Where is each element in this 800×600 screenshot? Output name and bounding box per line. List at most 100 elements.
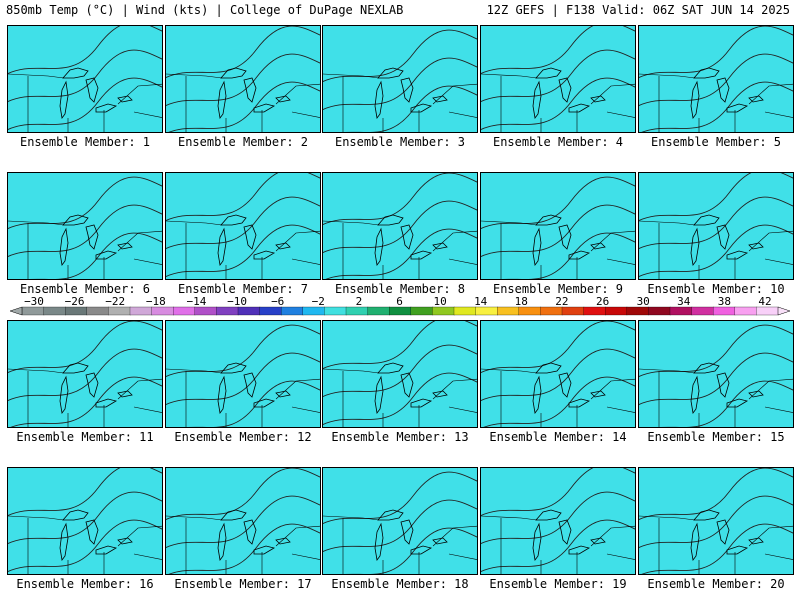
height-contour — [639, 26, 793, 79]
boundary-line — [639, 73, 696, 79]
ensemble-member-label: Ensemble Member: 4 — [492, 135, 624, 149]
lake-outline — [377, 67, 404, 79]
temperature-band — [481, 173, 635, 279]
height-contour — [639, 352, 793, 406]
boundary-line — [590, 83, 635, 105]
temperature-band — [8, 468, 162, 574]
height-contour — [166, 324, 320, 378]
lake-outline — [690, 522, 700, 561]
lake-outline — [59, 375, 69, 414]
lake-outline — [400, 224, 414, 250]
colorbar-swatch — [302, 306, 326, 316]
lake-outline — [590, 242, 606, 250]
height-contour — [323, 29, 477, 83]
lake-outline — [432, 390, 448, 398]
lake-outline — [410, 545, 433, 555]
lake-outline — [253, 250, 276, 260]
height-contour — [481, 77, 635, 131]
lake-outline — [62, 362, 89, 374]
lake-outline — [62, 509, 89, 521]
ensemble-member-map — [165, 25, 321, 133]
boundary-line — [764, 406, 793, 413]
ensemble-member-map — [322, 172, 478, 280]
height-contour — [481, 49, 635, 103]
temperature-band — [639, 321, 793, 427]
height-contour — [166, 468, 320, 521]
ensemble-member-map — [165, 320, 321, 428]
boundary-line — [275, 83, 320, 105]
ensemble-member-label: Ensemble Member: 12 — [174, 430, 312, 444]
ensemble-member-map — [480, 320, 636, 428]
lake-outline — [590, 537, 606, 545]
colorbar-tick-label: 22 — [555, 295, 568, 308]
height-contour — [168, 523, 320, 574]
boundary-line — [590, 230, 635, 252]
colorbar-swatch — [669, 306, 693, 316]
temperature-band — [481, 468, 635, 574]
colorbar-tick-label: 26 — [596, 295, 609, 308]
lake-outline — [377, 362, 404, 374]
boundary-line — [323, 515, 380, 521]
ensemble-member-map — [638, 172, 794, 280]
ensemble-member-map — [638, 320, 794, 428]
temperature-band — [323, 468, 477, 574]
boundary-line — [291, 406, 320, 413]
lake-outline — [748, 242, 764, 250]
height-contour — [639, 173, 793, 222]
lake-outline — [243, 372, 257, 398]
temperature-colorbar: −30 −26 −22 −18 −14 −10 −6 −2 2 6 10 14 18 22 26 30 34 38… — [0, 294, 800, 320]
colorbar-low-arrow — [9, 306, 23, 316]
ensemble-member-label: Ensemble Member: 7 — [177, 282, 309, 296]
boundary-line — [166, 368, 223, 374]
colorbar-tick-label: 2 — [356, 295, 363, 308]
colorbar-swatch — [497, 306, 520, 316]
temperature-field-map — [8, 173, 162, 279]
boundary-line — [117, 83, 162, 105]
boundary-line — [133, 258, 162, 265]
ensemble-member-label: Ensemble Member: 1 — [19, 135, 151, 149]
boundary-line — [481, 73, 538, 79]
temperature-band — [8, 26, 162, 132]
lake-outline — [690, 227, 700, 266]
height-contour — [481, 491, 635, 545]
height-contour — [323, 321, 477, 370]
lake-outline — [716, 519, 730, 545]
temperature-band — [639, 468, 793, 574]
colorbar-tick-label: −26 — [65, 295, 85, 308]
height-contour — [8, 348, 162, 402]
colorbar-tick-label: 42 — [758, 295, 771, 308]
temperature-field-map — [323, 26, 477, 132]
boundary-line — [590, 378, 635, 400]
lake-outline — [220, 362, 247, 374]
height-contour — [323, 344, 477, 398]
lake-outline — [220, 509, 247, 521]
ensemble-member-label: Ensemble Member: 15 — [647, 430, 785, 444]
ensemble-member-map — [165, 172, 321, 280]
colorbar-swatch — [86, 306, 110, 316]
lake-outline — [59, 227, 69, 266]
colorbar-swatch — [691, 306, 714, 316]
boundary-line — [481, 220, 538, 226]
colorbar-swatch — [626, 306, 650, 316]
boundary-line — [432, 378, 477, 400]
boundary-line — [8, 73, 65, 79]
ensemble-member-label: Ensemble Member: 20 — [647, 577, 785, 591]
lake-outline — [568, 250, 591, 260]
height-contour — [325, 228, 477, 279]
colorbar-swatch — [756, 306, 779, 316]
boundary-line — [764, 111, 793, 118]
temperature-band — [166, 173, 320, 279]
lake-outline — [400, 372, 414, 398]
colorbar-swatch — [734, 306, 758, 316]
boundary-line — [448, 258, 477, 265]
lake-outline — [374, 227, 384, 266]
boundary-line — [448, 406, 477, 413]
height-contour — [166, 26, 320, 79]
temperature-field-map — [639, 468, 793, 574]
temperature-field-map — [481, 173, 635, 279]
lake-outline — [432, 537, 448, 545]
height-contour — [166, 196, 320, 250]
lake-outline — [275, 242, 291, 250]
colorbar-swatch — [475, 306, 498, 316]
lake-outline — [532, 375, 542, 414]
